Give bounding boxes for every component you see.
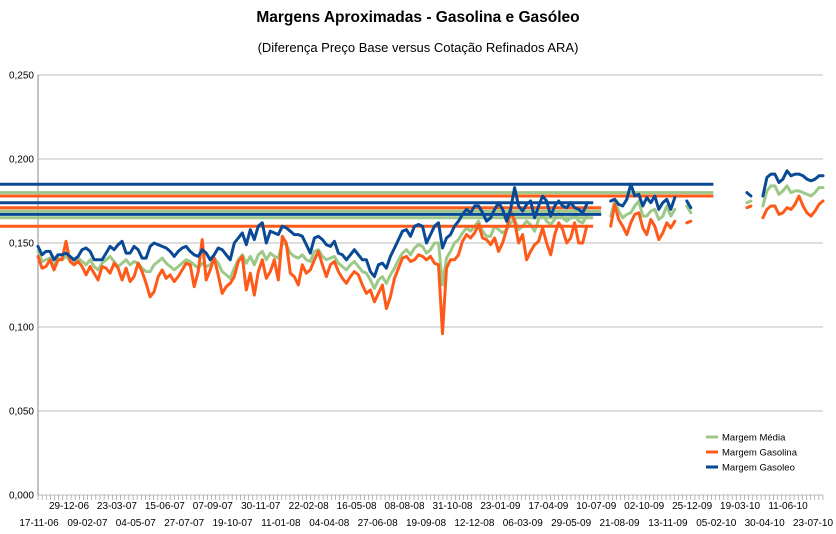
x-tick-label: 23-07-10 <box>793 518 833 529</box>
axes: 0,000 0,050 0,100 0,150 0,200 0,250 29-12-06 23… <box>9 71 833 530</box>
x-tick-label: 29-05-09 <box>551 518 591 529</box>
x-tick-label: 17-11-06 <box>19 518 59 529</box>
x-tick-label: 29-12-06 <box>49 501 89 512</box>
x-tick-label: 07-09-07 <box>193 501 233 512</box>
x-tick-label: 16-05-08 <box>337 501 377 512</box>
series-line-segment <box>685 219 693 225</box>
chart-title: Margens Aproximadas - Gasolina e Gasóleo <box>256 9 580 26</box>
x-tick-label: 10-07-09 <box>576 501 616 512</box>
legend: Margem Média Margem Gasolina Margem Gasole… <box>706 433 798 474</box>
legend-label-gasolina: Margem Gasolina <box>722 448 798 459</box>
series-lines <box>0 169 825 336</box>
y-tick-label: 0,050 <box>9 407 34 418</box>
x-tick-label: 09-02-07 <box>67 518 107 529</box>
y-tick-label: 0,250 <box>9 71 34 82</box>
x-tick-label: 08-08-08 <box>385 501 425 512</box>
x-tick-label: 27-07-07 <box>164 518 204 529</box>
x-tick-label: 12-12-08 <box>454 518 494 529</box>
series-gasoleo <box>0 169 825 279</box>
series-line-segment <box>761 194 825 220</box>
x-tick-label: 19-09-08 <box>406 518 446 529</box>
x-tick-label: 30-04-10 <box>745 518 785 529</box>
x-tick-label: 25-12-09 <box>672 501 712 512</box>
x-tick-label: 21-08-09 <box>599 518 639 529</box>
x-tick-label: 23-01-09 <box>480 501 520 512</box>
chart-subtitle: (Diferença Preço Base versus Cotação Ref… <box>257 40 579 55</box>
series-line-segment <box>761 184 825 208</box>
x-tick-label: 04-04-08 <box>309 518 349 529</box>
series-line-segment <box>36 186 589 279</box>
series-line-segment <box>609 199 677 221</box>
x-tick-label: 17-04-09 <box>528 501 568 512</box>
legend-label-gasoleo: Margem Gasoleo <box>722 463 795 474</box>
y-tick-label: 0,000 <box>9 491 34 502</box>
series-line-segment <box>745 199 753 205</box>
series-line-segment <box>36 209 589 336</box>
x-tick-label: 15-06-07 <box>145 501 185 512</box>
x-tick-label: 23-03-07 <box>97 501 137 512</box>
series-line-segment <box>685 204 693 215</box>
x-tick-label: 19-10-07 <box>212 518 252 529</box>
x-tick-label: 05-02-10 <box>696 518 736 529</box>
series-line-segment <box>745 204 753 210</box>
x-tick-label: 31-10-08 <box>432 501 472 512</box>
x-tick-label: 13-11-09 <box>648 518 688 529</box>
series-line-segment <box>761 169 825 198</box>
series-line-segment <box>685 199 693 210</box>
series-line-segment <box>609 202 677 242</box>
series-line-segment <box>609 182 677 211</box>
legend-label-media: Margem Média <box>722 433 786 444</box>
y-tick-label: 0,200 <box>9 155 34 166</box>
y-tick-label: 0,100 <box>9 323 34 334</box>
x-tick-label: 30-11-07 <box>241 501 281 512</box>
x-tick-label: 02-10-09 <box>624 501 664 512</box>
x-tick-label: 06-03-09 <box>503 518 543 529</box>
x-tick-label: 04-05-07 <box>116 518 156 529</box>
series-gasolina <box>0 194 825 336</box>
x-tick-label: 22-02-08 <box>289 501 329 512</box>
x-tick-label: 27-06-08 <box>358 518 398 529</box>
series-line-segment <box>745 191 753 198</box>
x-tick-label: 19-03-10 <box>720 501 760 512</box>
x-tick-label: 11-01-08 <box>261 518 301 529</box>
x-tick-label: 11-06-10 <box>768 501 808 512</box>
y-tick-label: 0,150 <box>9 239 34 250</box>
